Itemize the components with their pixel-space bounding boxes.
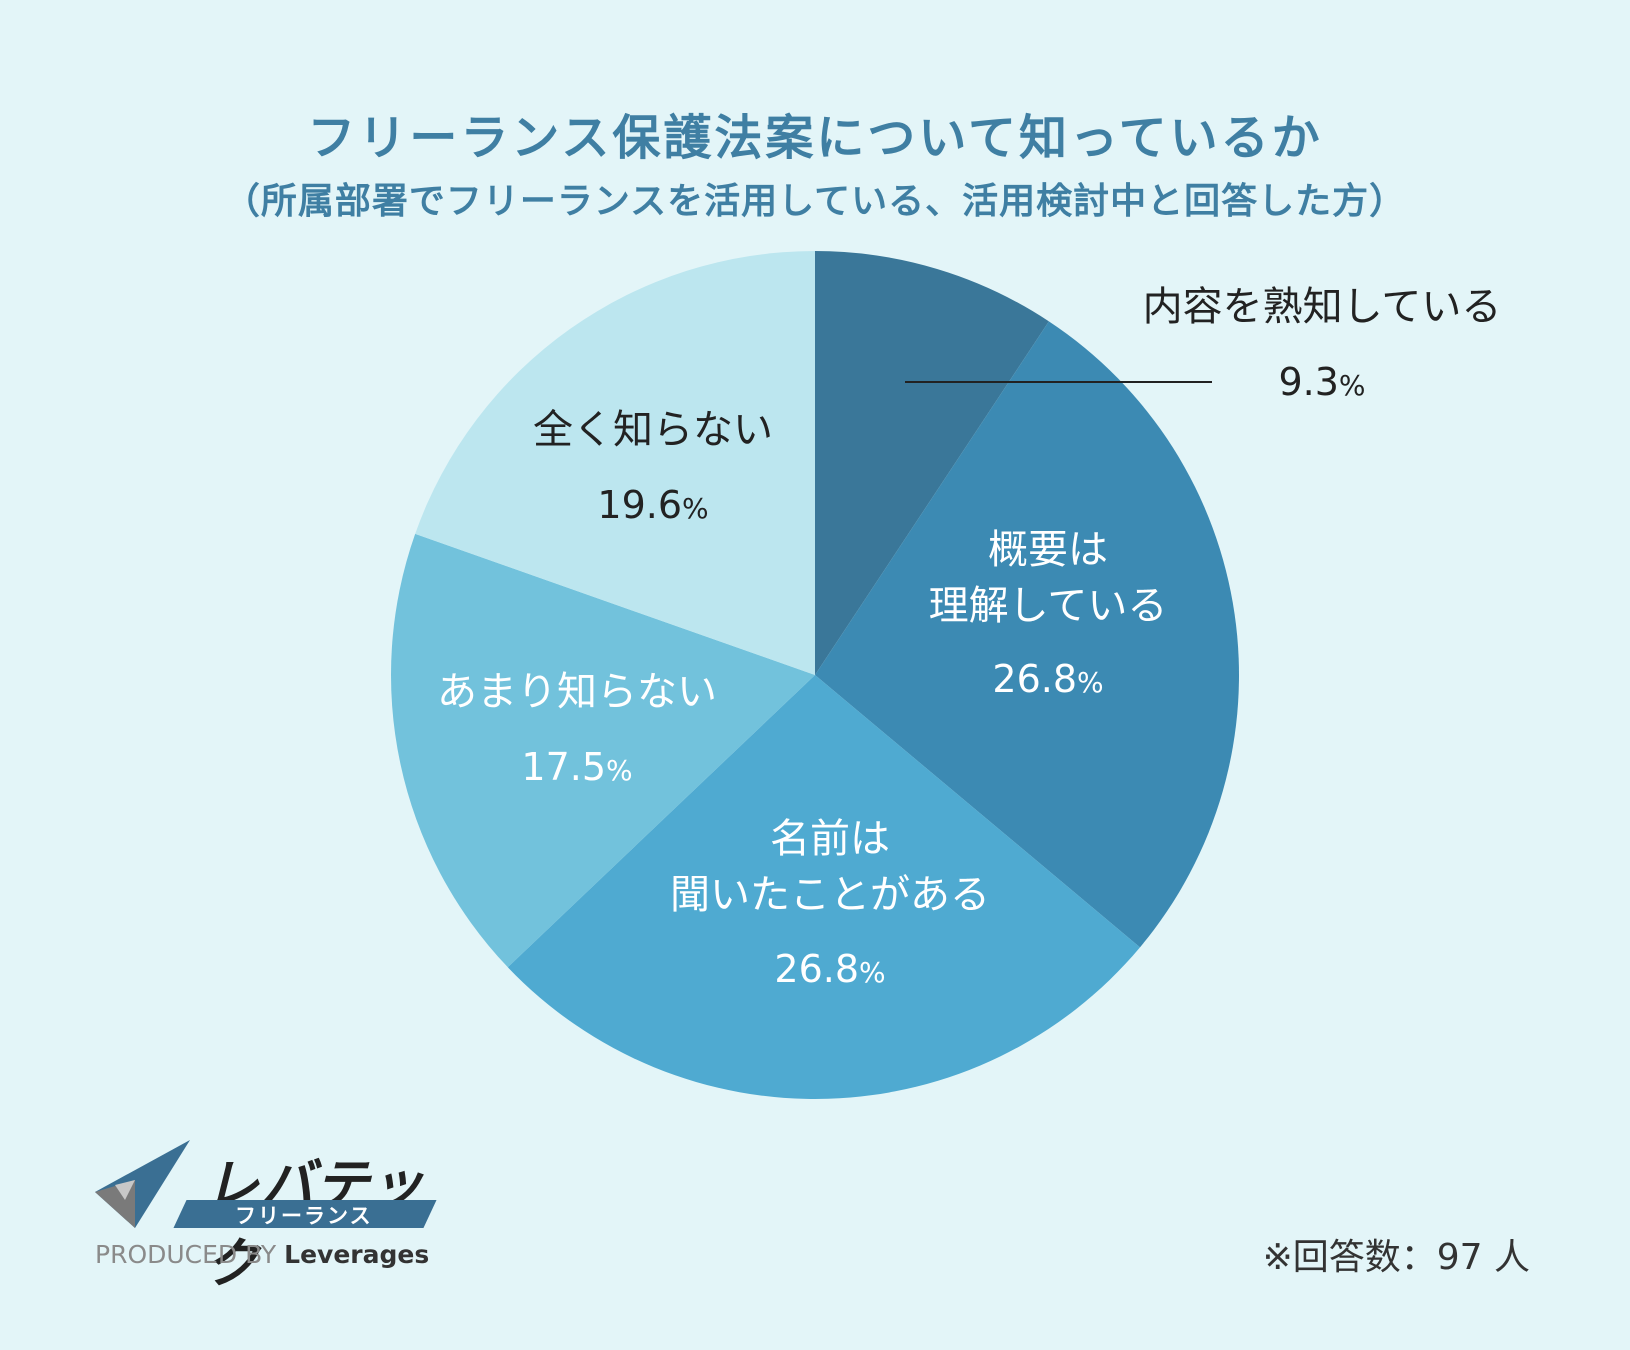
pie-slice xyxy=(815,251,1049,675)
chart-title: フリーランス保護法案について知っているか xyxy=(307,110,1323,166)
brand-logo: レバテック フリーランス PRODUCED BY Leverages xyxy=(95,1140,455,1295)
brand-name: Leverages xyxy=(284,1240,430,1269)
slice-value-label: 9.3% xyxy=(1278,360,1365,404)
slice-label: 名前は xyxy=(770,816,890,862)
chart-subtitle: （所属部署でフリーランスを活用している、活用検討中と回答した方） xyxy=(223,181,1407,222)
response-count-note: ※回答数：97 人 xyxy=(1262,1237,1530,1278)
slice-label: 内容を熟知している xyxy=(1143,284,1502,330)
pie-slice xyxy=(415,251,815,675)
slice-label: 概要は xyxy=(988,527,1108,573)
slice-label: 全く知らない xyxy=(533,407,773,453)
slice-value-label: 19.6% xyxy=(597,483,708,527)
slice-value-label: 17.5% xyxy=(521,745,632,789)
slice-label: あまり知らない xyxy=(437,669,717,715)
logo-sub: フリーランス xyxy=(235,1204,373,1228)
pie-slice xyxy=(815,321,1239,948)
produced-by-label: PRODUCED BY xyxy=(95,1240,277,1269)
slice-label: 理解している xyxy=(929,583,1168,629)
produced-by: PRODUCED BY Leverages xyxy=(95,1240,429,1269)
slice-value-label: 26.8% xyxy=(992,657,1103,701)
slice-value-label: 26.8% xyxy=(774,947,885,991)
pie-slice xyxy=(507,675,1140,1099)
logo-mark-icon xyxy=(95,1140,190,1228)
pie-slice xyxy=(391,533,815,968)
slice-label: 聞いたことがある xyxy=(670,872,990,918)
